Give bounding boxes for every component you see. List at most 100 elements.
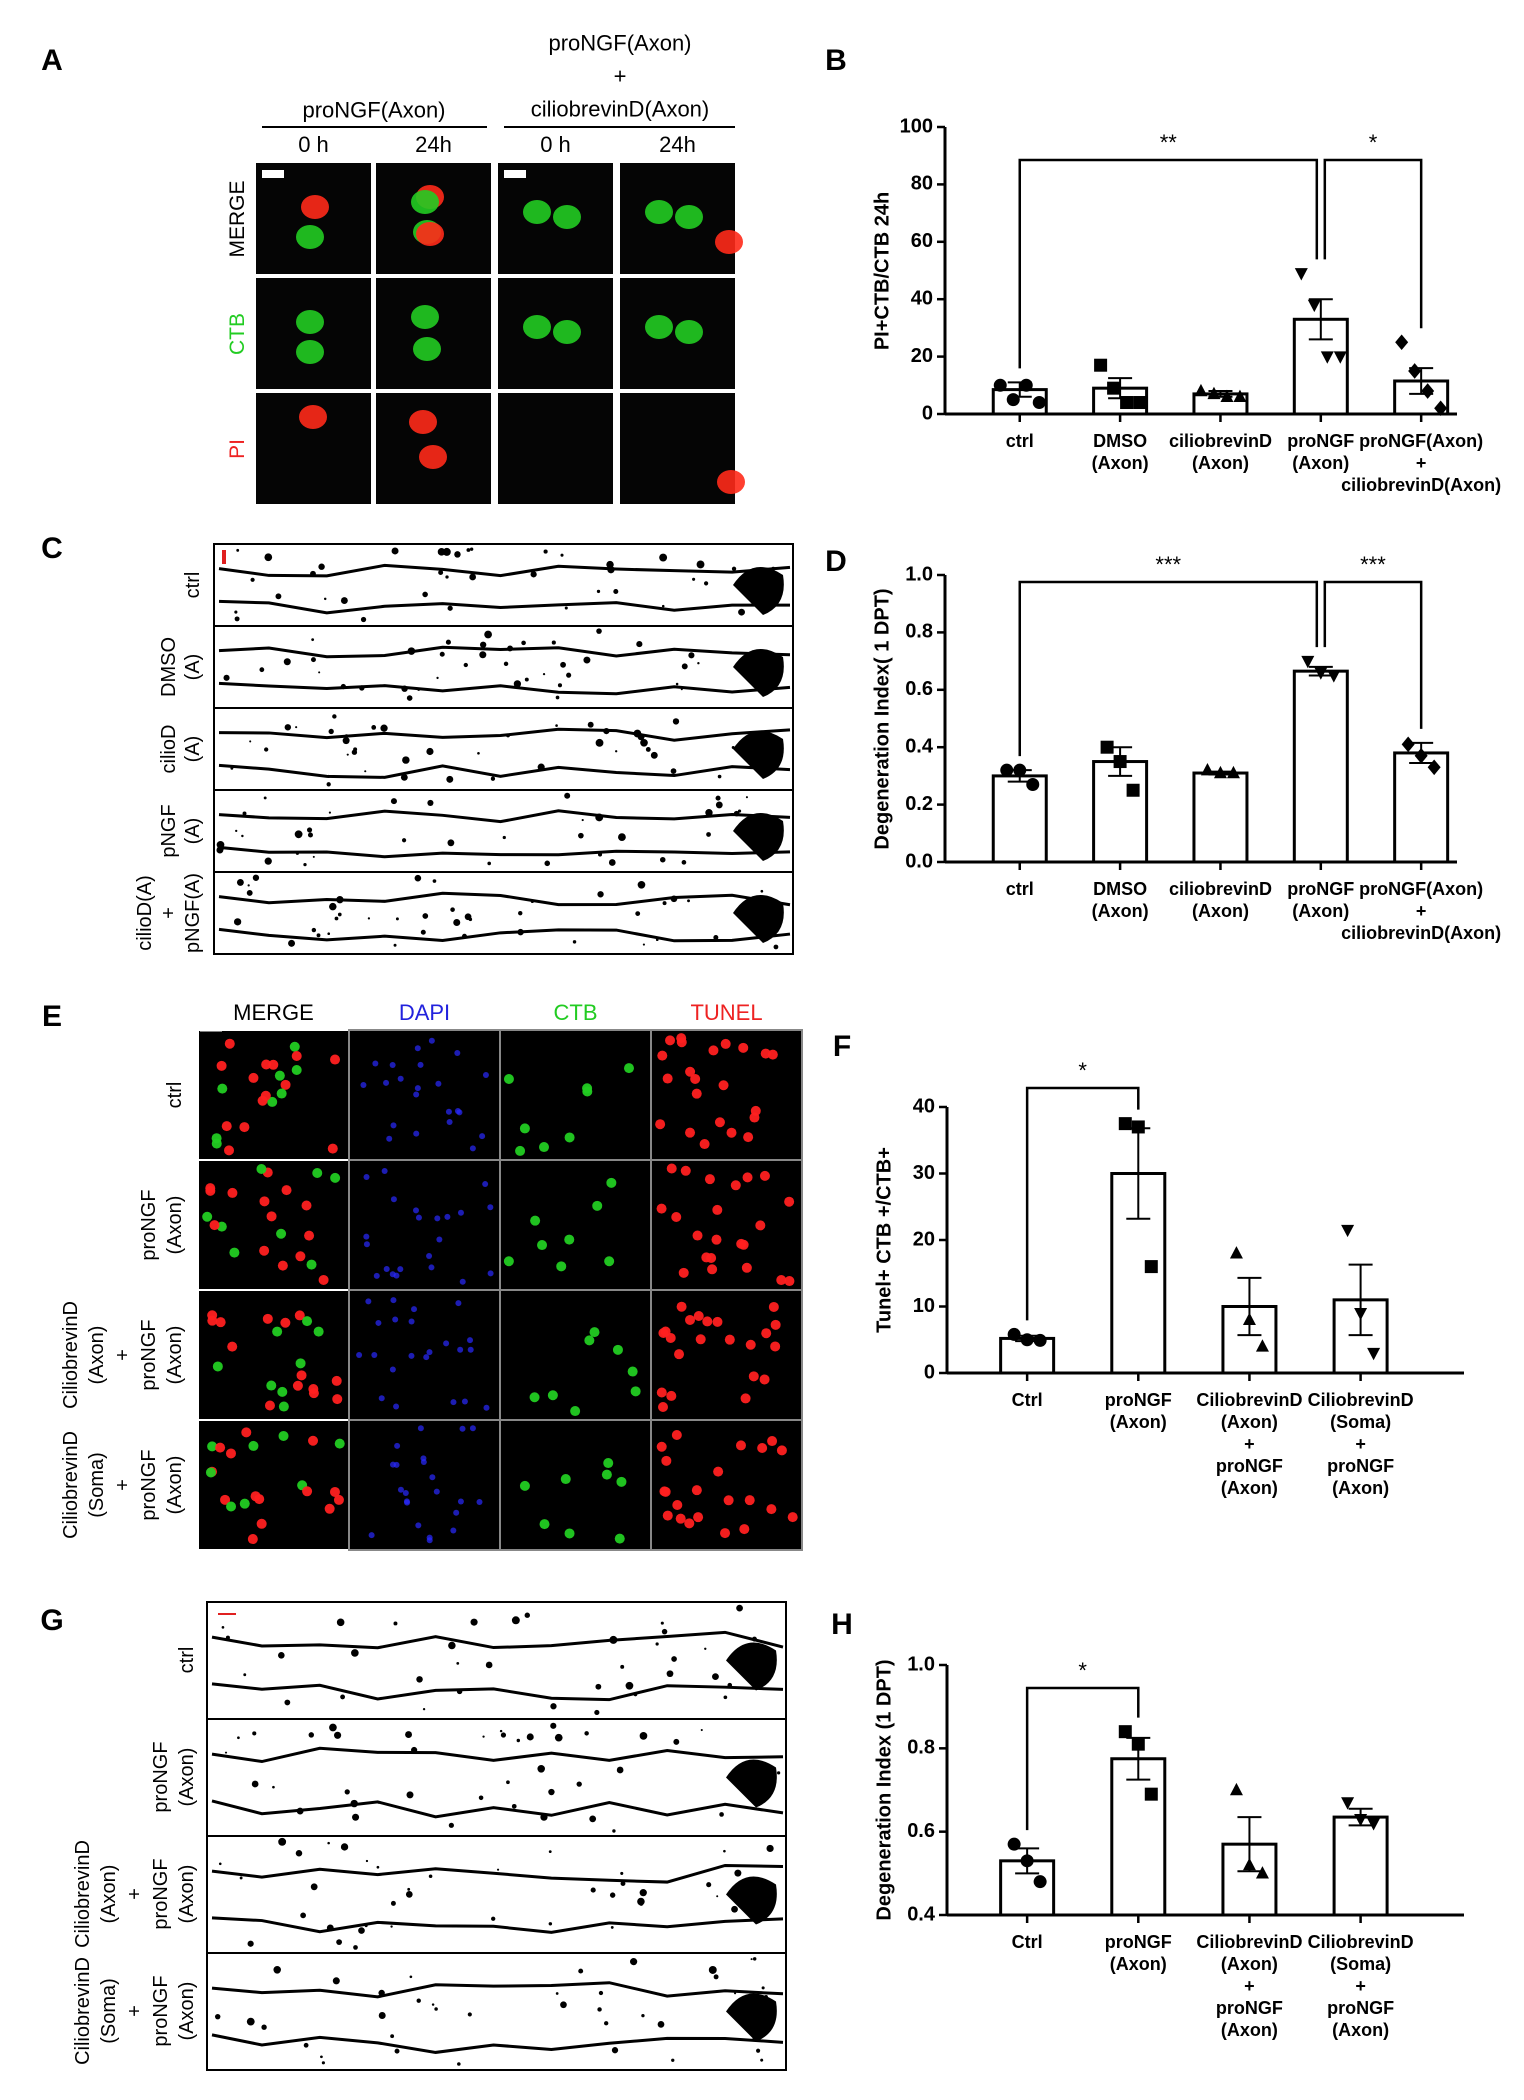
cell-signal: [503, 1256, 514, 1267]
debris: [336, 1939, 343, 1946]
debris: [234, 616, 240, 622]
x-tick-label: Ctrl: [1011, 1390, 1043, 1410]
significance-bracket: [1025, 1086, 1140, 1321]
data-point: [1233, 389, 1247, 402]
y-tick-label: 30: [913, 1162, 935, 1184]
cell-signal: [436, 1236, 443, 1243]
debris: [247, 884, 250, 887]
debris: [566, 672, 572, 678]
debris: [751, 1636, 757, 1642]
cell-signal: [277, 1386, 288, 1397]
micrograph: [499, 1289, 652, 1421]
debris: [414, 874, 422, 882]
cell-signal: [707, 1264, 718, 1275]
cell-signal: [676, 1033, 687, 1044]
cell-signal: [225, 1448, 236, 1459]
cell-signal: [363, 1173, 370, 1180]
micrograph: [499, 1029, 652, 1161]
debris: [723, 1695, 728, 1700]
debris: [332, 714, 337, 719]
y-axis-label: Tunel+ CTB +/CTB+: [873, 1147, 896, 1333]
cell-signal: [708, 1045, 719, 1056]
debris: [342, 737, 350, 745]
data-point: [1427, 759, 1441, 776]
y-tick-label: 0.6: [907, 1820, 935, 1842]
cell-signal: [386, 1135, 393, 1142]
cell-signal: [318, 1274, 329, 1285]
data-point: [1131, 1737, 1145, 1751]
soma: [726, 1876, 777, 1925]
debris: [673, 1738, 680, 1745]
debris: [278, 1837, 287, 1846]
significance-bracket: [1025, 1686, 1140, 1831]
debris: [337, 912, 342, 917]
debris: [731, 1905, 738, 1913]
debris: [524, 677, 529, 682]
x-tick-label: CiliobrevinD (Axon) + proNGF (Axon): [1196, 1932, 1303, 2040]
data-point: [1000, 763, 1014, 777]
cell-signal: [692, 1230, 703, 1241]
debris: [252, 1731, 257, 1736]
cell-signal: [371, 1352, 378, 1359]
axon: [218, 891, 791, 907]
debris: [390, 798, 397, 805]
debris: [395, 917, 399, 921]
debris: [350, 1799, 358, 1808]
debris: [312, 855, 315, 858]
cell-signal: [736, 1238, 747, 1249]
debris: [311, 638, 315, 642]
debris: [323, 597, 327, 601]
axon: [218, 645, 791, 659]
cell-signal: [616, 1476, 627, 1487]
debris: [756, 2048, 761, 2053]
cell-signal: [445, 1108, 452, 1115]
debris: [655, 938, 659, 942]
cell-signal: [523, 200, 551, 224]
cell-signal: [655, 1119, 666, 1130]
debris: [719, 1812, 724, 1817]
cell-signal: [530, 1215, 541, 1226]
significance-bracket: [1323, 580, 1423, 729]
cell-signal: [560, 1474, 571, 1485]
soma: [726, 1759, 777, 1808]
debris: [377, 1801, 380, 1804]
data-point: [1229, 1246, 1243, 1259]
debris: [340, 1843, 349, 1851]
axon: [211, 2033, 784, 2054]
data-point: [1120, 396, 1134, 410]
cell-signal: [662, 1510, 673, 1521]
debris: [491, 1916, 496, 1921]
micrograph: [206, 1952, 787, 2071]
debris: [542, 672, 546, 676]
debris: [738, 608, 745, 616]
cell-signal: [408, 1318, 415, 1325]
x-tick-label: CiliobrevinD (Axon) + proNGF (Axon): [1196, 1390, 1303, 1498]
cell-signal: [262, 1313, 273, 1324]
data-point: [1213, 765, 1227, 779]
cell-signal: [306, 1259, 317, 1270]
debris: [416, 1998, 421, 2003]
debris: [390, 1925, 393, 1928]
data-point: [1367, 1347, 1381, 1361]
x-tick-label: proNGF (Axon): [1287, 431, 1355, 473]
debris: [657, 2021, 665, 2028]
cell-signal: [403, 1498, 410, 1505]
debris: [221, 1626, 225, 1629]
cell-signal: [666, 1390, 677, 1401]
debris: [641, 2013, 645, 2018]
debris: [705, 809, 713, 817]
cell-signal: [280, 1079, 291, 1090]
debris: [700, 1728, 703, 1732]
debris: [340, 1694, 346, 1700]
cell-signal: [390, 1196, 397, 1203]
data-point: [1314, 667, 1328, 680]
row-label: CTB: [226, 312, 249, 355]
debris: [376, 1865, 380, 1869]
cell-signal: [743, 1132, 754, 1143]
data-point: [1006, 393, 1020, 407]
panel-letter: C: [41, 532, 63, 565]
cell-signal: [276, 1088, 287, 1099]
debris: [671, 1656, 677, 1662]
cell-signal: [741, 1262, 752, 1273]
debris: [560, 2001, 567, 2009]
